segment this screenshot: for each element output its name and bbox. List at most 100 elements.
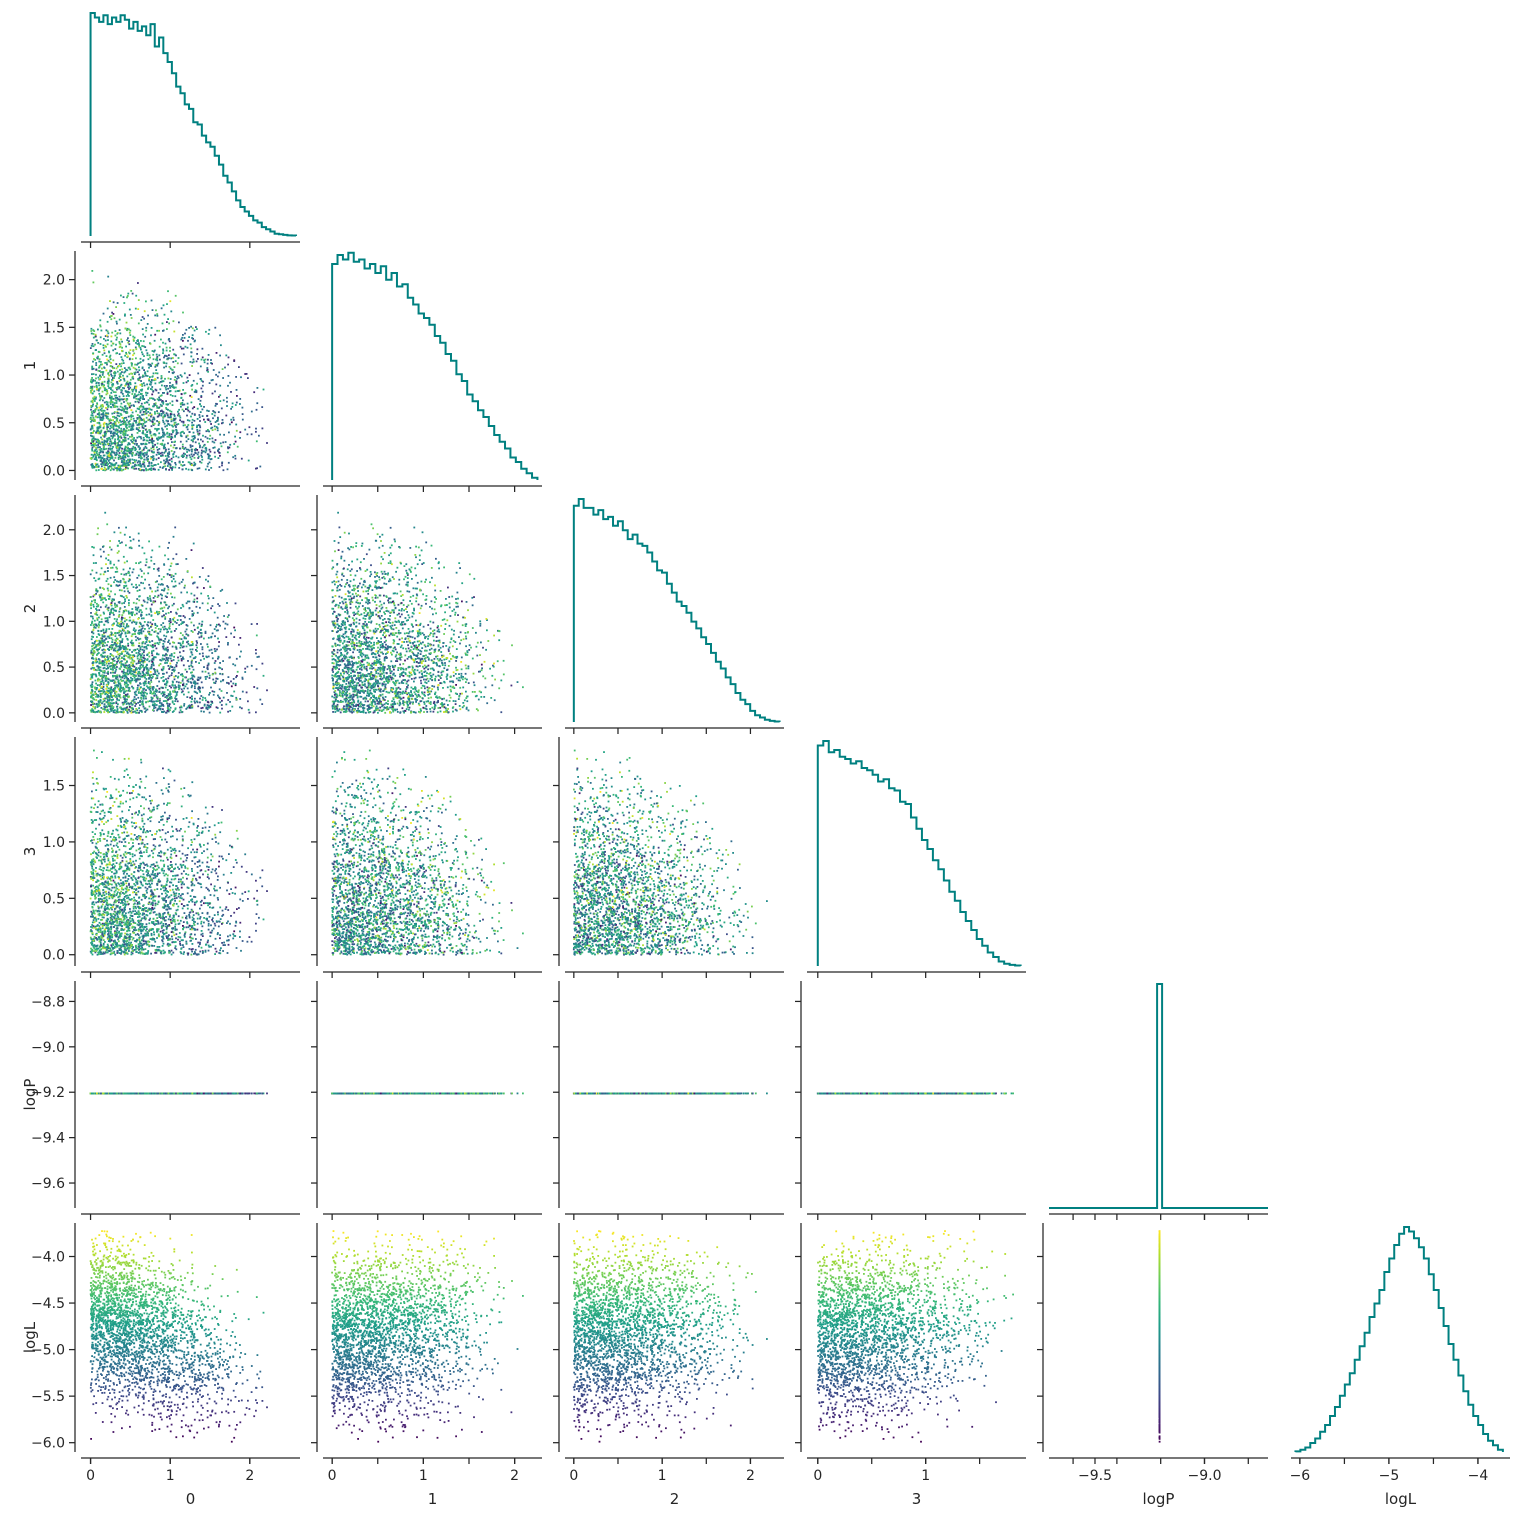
scatter-point <box>116 382 118 384</box>
scatter-point <box>166 425 168 427</box>
scatter-point <box>119 333 121 335</box>
scatter-point <box>161 375 163 377</box>
scatter-point <box>135 607 137 609</box>
scatter-point <box>104 468 106 470</box>
scatter-point <box>210 704 212 706</box>
scatter-point <box>121 431 123 433</box>
scatter-point <box>149 357 151 359</box>
scatter-point <box>184 453 186 455</box>
scatter-point <box>145 689 147 691</box>
scatter-point <box>182 444 184 446</box>
scatter-point <box>164 314 166 316</box>
scatter-point <box>155 402 157 404</box>
scatter-point <box>170 438 172 440</box>
scatter-point <box>115 462 117 464</box>
scatter-point <box>168 668 170 670</box>
scatter-point <box>216 426 218 428</box>
scatter-point <box>193 625 195 627</box>
scatter-point <box>190 446 192 448</box>
scatter-point <box>107 590 109 592</box>
scatter-point <box>114 375 116 377</box>
scatter-point <box>153 673 155 675</box>
scatter-point <box>191 352 193 354</box>
scatter-point <box>255 431 257 433</box>
scatter-point <box>163 692 165 694</box>
scatter-point <box>125 369 127 371</box>
scatter-point <box>108 628 110 630</box>
scatter-point <box>120 295 122 297</box>
scatter-point <box>189 697 191 699</box>
scatter-point <box>138 712 140 714</box>
scatter-point <box>208 672 210 674</box>
scatter-point <box>263 389 265 391</box>
scatter-point <box>226 397 228 399</box>
scatter-point <box>157 671 159 673</box>
scatter-point <box>106 362 108 364</box>
scatter-point <box>114 667 116 669</box>
scatter-point <box>94 647 96 649</box>
scatter-point <box>223 697 225 699</box>
scatter-point <box>227 468 229 470</box>
scatter-point <box>182 642 184 644</box>
scatter-point <box>122 469 124 471</box>
scatter-point <box>210 624 212 626</box>
scatter-point <box>131 459 133 461</box>
scatter-point <box>196 642 198 644</box>
scatter-point <box>154 423 156 425</box>
scatter-point <box>96 339 98 341</box>
scatter-point <box>90 652 92 654</box>
scatter-point <box>191 610 193 612</box>
scatter-point <box>175 455 177 457</box>
scatter-point <box>100 463 102 465</box>
scatter-point <box>135 347 137 349</box>
scatter-point <box>124 355 126 357</box>
scatter-point <box>151 640 153 642</box>
scatter-point <box>122 375 124 377</box>
scatter-point <box>117 654 119 656</box>
scatter-point <box>255 711 257 713</box>
scatter-point <box>127 444 129 446</box>
scatter-point <box>172 431 174 433</box>
scatter-point <box>93 373 95 375</box>
scatter-point <box>184 587 186 589</box>
scatter-point <box>106 656 108 658</box>
scatter-point <box>167 465 169 467</box>
scatter-point <box>99 647 101 649</box>
scatter-point <box>190 361 192 363</box>
scatter-point <box>174 462 176 464</box>
scatter-point <box>206 676 208 678</box>
scatter-point <box>221 690 223 692</box>
scatter-point <box>110 315 112 317</box>
scatter-point <box>118 458 120 460</box>
scatter-point <box>163 668 165 670</box>
scatter-point <box>137 378 139 380</box>
scatter-point <box>224 628 226 630</box>
scatter-point <box>156 313 158 315</box>
scatter-point <box>109 616 111 618</box>
scatter-point <box>188 681 190 683</box>
scatter-point <box>130 451 132 453</box>
scatter-point <box>170 565 172 567</box>
scatter-point <box>141 646 143 648</box>
scatter-point <box>106 428 108 430</box>
scatter-point <box>173 320 175 322</box>
scatter-point <box>161 385 163 387</box>
scatter-point <box>96 466 98 468</box>
scatter-point <box>125 407 127 409</box>
scatter-point <box>130 405 132 407</box>
scatter-point <box>108 352 110 354</box>
scatter-point <box>92 447 94 449</box>
scatter-point <box>151 438 153 440</box>
scatter-point <box>146 440 148 442</box>
scatter-point <box>251 433 253 435</box>
scatter-point <box>167 442 169 444</box>
scatter-point <box>194 341 196 343</box>
scatter-point <box>127 680 129 682</box>
scatter-point <box>96 464 98 466</box>
scatter-point <box>199 433 201 435</box>
scatter-point <box>122 687 124 689</box>
scatter-point <box>128 572 130 574</box>
scatter-point <box>133 418 135 420</box>
scatter-point <box>100 675 102 677</box>
scatter-point <box>196 425 198 427</box>
